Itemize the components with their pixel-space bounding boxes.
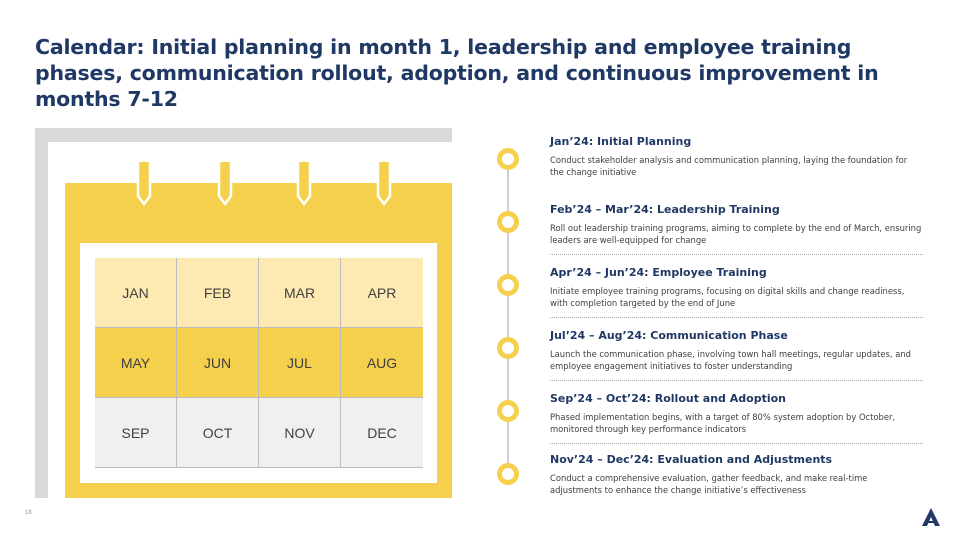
month-cell-feb: FEB (177, 258, 259, 328)
timeline-line (507, 160, 509, 467)
calendar-ring-icon (136, 162, 152, 207)
timeline-item: Jan’24: Initial Planning Conduct stakeho… (550, 135, 922, 178)
timeline-dot-icon (497, 400, 519, 422)
timeline-item-heading: Jul’24 – Aug’24: Communication Phase (550, 329, 788, 342)
month-cell-nov: NOV (259, 398, 341, 468)
timeline-separator (550, 317, 923, 318)
timeline-item-heading: Jan’24: Initial Planning (550, 135, 692, 148)
timeline-item-description: Roll out leadership training programs, a… (550, 223, 922, 245)
month-cell-apr: APR (341, 258, 423, 328)
timeline-item: Sep’24 – Oct’24: Rollout and Adoption Ph… (550, 392, 922, 435)
timeline-item-description: Initiate employee training programs, foc… (550, 286, 905, 308)
timeline-item-heading: Sep’24 – Oct’24: Rollout and Adoption (550, 392, 786, 405)
month-cell-jul: JUL (259, 328, 341, 398)
timeline-dot-icon (497, 274, 519, 296)
month-cell-aug: AUG (341, 328, 423, 398)
calendar-ring-icon (296, 162, 312, 207)
calendar-ring-icon (376, 162, 392, 207)
timeline-dot-icon (497, 211, 519, 233)
timeline-item-description: Launch the communication phase, involvin… (550, 349, 911, 371)
timeline-item-heading: Nov’24 – Dec’24: Evaluation and Adjustme… (550, 453, 833, 466)
timeline-item: Apr’24 – Jun’24: Employee Training Initi… (550, 266, 922, 309)
month-cell-mar: MAR (259, 258, 341, 328)
page-number: 18 (25, 510, 32, 516)
timeline-item-heading: Apr’24 – Jun’24: Employee Training (550, 266, 767, 279)
timeline-item-description: Conduct a comprehensive evaluation, gath… (550, 473, 868, 495)
calendar-ring-icon (217, 162, 233, 207)
timeline-item: Nov’24 – Dec’24: Evaluation and Adjustme… (550, 453, 922, 496)
timeline-item-heading: Feb’24 – Mar’24: Leadership Training (550, 203, 780, 216)
month-cell-jun: JUN (177, 328, 259, 398)
month-cell-jan: JAN (95, 258, 177, 328)
timeline-item: Feb’24 – Mar’24: Leadership Training Rol… (550, 203, 922, 246)
month-cell-sep: SEP (95, 398, 177, 468)
company-logo-icon (922, 508, 940, 526)
slide-title: Calendar: Initial planning in month 1, l… (35, 35, 879, 111)
timeline-dot-icon (497, 463, 519, 485)
timeline-dot-icon (497, 148, 519, 170)
month-cell-dec: DEC (341, 398, 423, 468)
month-cell-may: MAY (95, 328, 177, 398)
month-grid: JAN FEB MAR APR MAY JUN JUL AUG SEP OCT … (95, 258, 423, 468)
timeline-item: Jul’24 – Aug’24: Communication Phase Lau… (550, 329, 922, 372)
timeline-item-description: Conduct stakeholder analysis and communi… (550, 155, 908, 177)
timeline-separator (550, 380, 923, 381)
timeline-separator (550, 254, 923, 255)
timeline-item-description: Phased implementation begins, with a tar… (550, 412, 896, 434)
month-cell-oct: OCT (177, 398, 259, 468)
timeline-separator (550, 443, 923, 444)
timeline-dot-icon (497, 337, 519, 359)
